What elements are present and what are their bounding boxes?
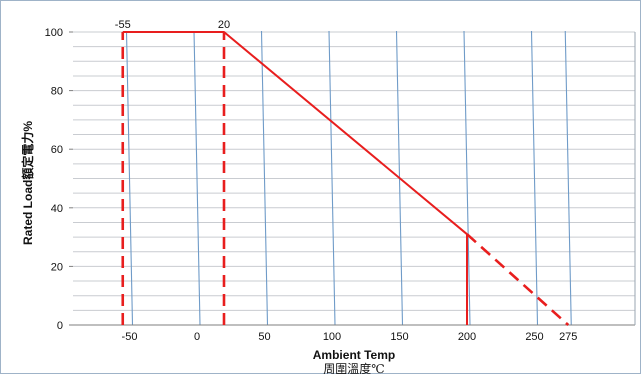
x-tick-label: 150 (390, 331, 408, 343)
x-tick-label: 200 (458, 331, 476, 343)
v-gridline (463, 30, 471, 326)
y-tick-label: 40 (51, 203, 63, 215)
solid-series-line (122, 31, 468, 235)
v-gridline (530, 30, 539, 326)
y-tick-label: 80 (51, 86, 63, 98)
dashed-series-line (466, 233, 570, 326)
vertical-gridlines (125, 30, 572, 326)
horizontal-gridlines (73, 31, 635, 326)
x-tick-label: 50 (258, 331, 270, 343)
v-gridline (564, 30, 572, 326)
annotations: -55 20 (115, 19, 230, 31)
y-tick-label: 20 (51, 261, 63, 273)
x-tick-label: 0 (194, 331, 200, 343)
x-tick-label: 250 (525, 331, 543, 343)
x-axis-title: Ambient Temp (313, 348, 395, 362)
y-tick-label: 60 (51, 144, 63, 156)
x-axis-subtitle: 周圍溫度℃ (323, 361, 384, 374)
y-tick-label: 100 (45, 27, 63, 39)
annotation-label: -55 (115, 19, 131, 31)
v-gridline (125, 30, 134, 326)
y-tick-label: 0 (57, 320, 63, 332)
axes (69, 31, 636, 326)
x-tick-label: 100 (323, 331, 341, 343)
annotation-label: 20 (218, 19, 230, 31)
tick-labels: 0 20 40 60 80 100 -50 0 50 100 150 200 250 275 (45, 27, 578, 343)
series-group (121, 31, 570, 326)
y-axis-title: Rated Load額定電力% (20, 121, 35, 245)
v-gridline (328, 30, 336, 326)
v-gridline (260, 30, 269, 326)
x-tick-label: -50 (122, 331, 138, 343)
v-gridline (193, 30, 201, 326)
x-tick-label: 275 (559, 331, 577, 343)
